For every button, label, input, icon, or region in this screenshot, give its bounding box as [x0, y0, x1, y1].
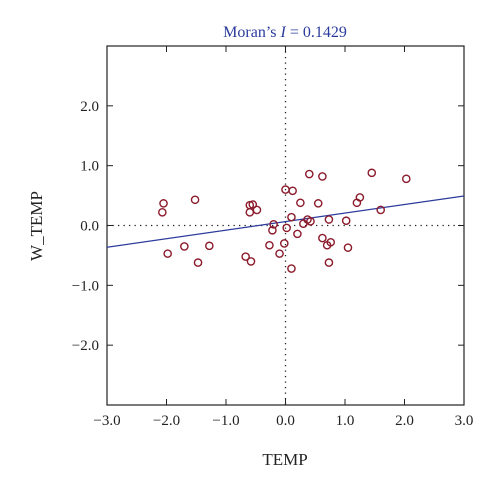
- data-point: [293, 229, 302, 239]
- data-point: [376, 205, 386, 215]
- y-tick-label: 2.0: [80, 99, 99, 115]
- y-axis-title: W_TEMP: [27, 191, 46, 261]
- data-point: [180, 242, 189, 251]
- y-tick-label: 0.0: [80, 219, 99, 235]
- data-points: [158, 168, 411, 273]
- data-point: [269, 220, 278, 229]
- data-point: [341, 216, 351, 226]
- data-point: [401, 174, 411, 184]
- data-point: [324, 258, 334, 267]
- data-point: [248, 200, 258, 209]
- chart-title-symbol: I: [279, 24, 286, 41]
- x-tick-label: 0.0: [276, 413, 295, 429]
- data-point: [159, 199, 168, 208]
- data-point: [193, 258, 203, 267]
- data-point: [282, 223, 291, 233]
- x-tick-label: −1.0: [212, 413, 239, 429]
- chart-title-prefix: Moran’s: [223, 24, 280, 41]
- reference-lines: [107, 46, 464, 405]
- data-point: [304, 169, 314, 179]
- data-point: [287, 264, 296, 273]
- x-axis-title: TEMP: [262, 450, 307, 469]
- x-tick-label: 2.0: [395, 413, 414, 429]
- data-point: [246, 257, 256, 266]
- data-point: [296, 198, 305, 208]
- data-point: [288, 186, 297, 196]
- y-axis-ticks: −2.0 −1.0 0.0 1.0 2.0: [72, 99, 464, 354]
- data-point: [318, 233, 327, 243]
- data-point: [158, 208, 167, 217]
- data-point: [268, 225, 277, 235]
- y-tick-label: 1.0: [80, 159, 99, 175]
- chart-title-suffix: = 0.1429: [286, 24, 347, 41]
- data-point: [299, 219, 308, 229]
- data-point: [313, 199, 323, 208]
- data-point: [306, 217, 315, 226]
- data-point: [163, 249, 172, 258]
- data-point: [367, 168, 377, 178]
- data-point: [355, 193, 365, 202]
- data-point: [318, 172, 327, 181]
- data-point: [343, 243, 353, 252]
- x-axis-ticks: −3.0 −2.0 −1.0 0.0 1.0 2.0 3.0: [93, 46, 473, 429]
- data-point: [190, 195, 200, 205]
- data-point: [280, 239, 289, 248]
- regression-line-group: [106, 195, 465, 248]
- data-point: [275, 249, 284, 258]
- y-tick-label: −2.0: [72, 338, 99, 354]
- y-tick-label: −1.0: [72, 278, 99, 294]
- x-tick-label: 1.0: [336, 413, 355, 429]
- chart-title: Moran’s I = 0.1429: [223, 24, 347, 41]
- data-point: [241, 252, 250, 261]
- data-point: [324, 215, 334, 224]
- regression-line: [106, 195, 465, 248]
- x-tick-label: −3.0: [93, 413, 120, 429]
- data-point: [252, 205, 262, 215]
- data-point: [287, 212, 296, 222]
- x-tick-label: −2.0: [153, 413, 180, 429]
- data-point: [326, 237, 336, 247]
- x-tick-label: 3.0: [455, 413, 474, 429]
- data-point: [245, 208, 255, 217]
- data-point: [205, 241, 214, 251]
- data-point: [265, 240, 274, 250]
